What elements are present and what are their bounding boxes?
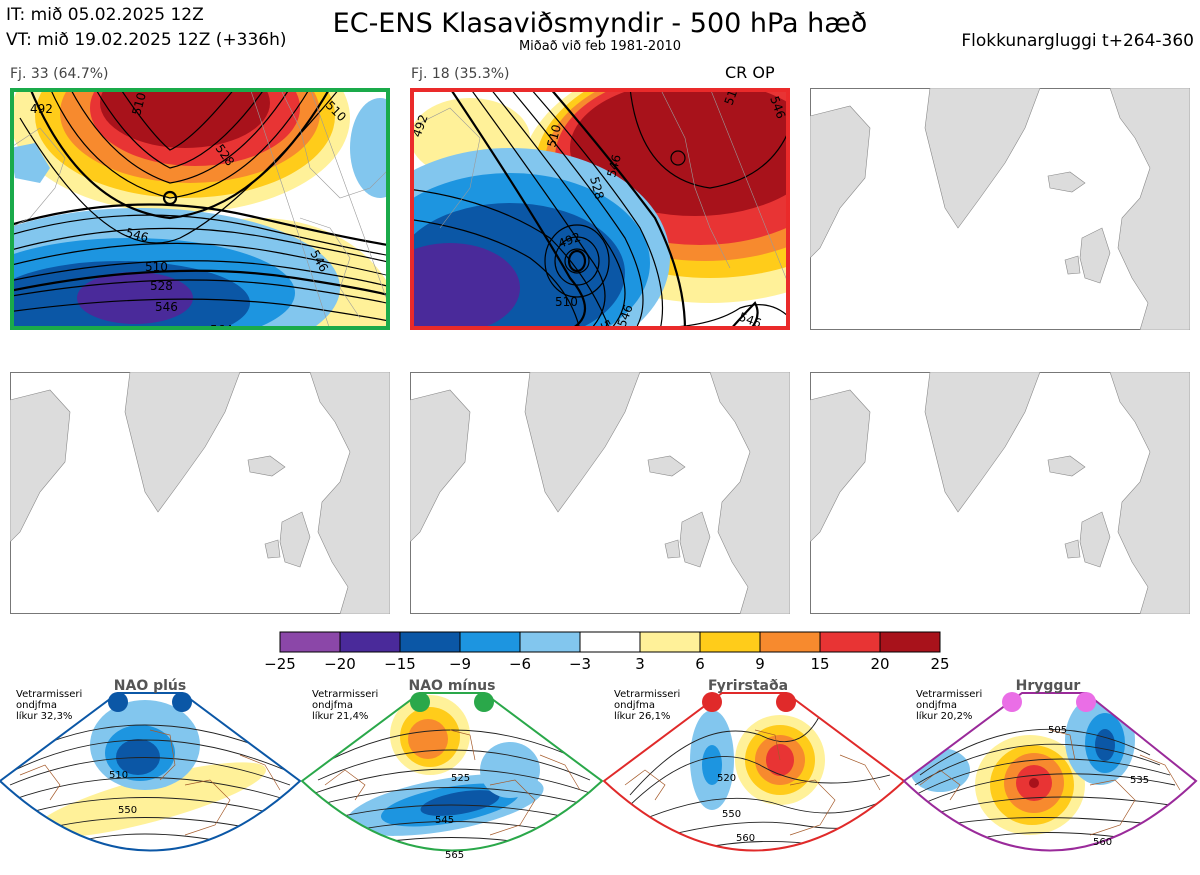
cluster-map-5[interactable]	[410, 372, 790, 614]
contour-label: 510	[555, 295, 578, 309]
regime-info: líkur 32,3%	[16, 710, 72, 722]
colorbar-cell	[279, 631, 341, 653]
regime-info: Vetrarmisseri	[614, 689, 680, 700]
initial-time: IT: mið 05.02.2025 12Z	[6, 5, 204, 25]
colorbar-cell	[459, 631, 521, 653]
contour-label: 546	[737, 310, 763, 330]
contour-label: 510	[109, 770, 128, 781]
contour-label: 520	[717, 773, 736, 784]
regime-info: Vetrarmisseri	[312, 689, 378, 700]
valid-time: VT: mið 19.02.2025 12Z (+336h)	[6, 30, 287, 50]
colorbar-tick-label: −9	[448, 655, 472, 673]
colorbar-tick-label: −15	[384, 655, 416, 673]
contour-label: 546	[155, 300, 178, 314]
contour-label: 560	[736, 833, 755, 844]
contour-label: 546	[604, 153, 623, 179]
contour-label: 550	[722, 809, 741, 820]
contour-label: 492	[30, 102, 53, 116]
colorbar-tick-label: −6	[508, 655, 532, 673]
clustering-window: Flokkunargluggi t+264-360	[961, 31, 1194, 51]
regime-info: ondjfma	[916, 700, 957, 711]
regime-nao-minus-title: NAO mínus	[409, 678, 496, 694]
colorbar-cell	[399, 631, 461, 653]
regime-info: ondjfma	[16, 700, 57, 711]
contour-label: 528	[587, 175, 606, 201]
colorbar-cell	[879, 631, 941, 653]
cluster-map-1[interactable]: 492 510 510 528 546 546 510 528 546 564	[10, 88, 390, 330]
contour-label: 525	[451, 773, 470, 784]
colorbar-tick-label: −25	[264, 655, 296, 673]
regime-strip: NAO plús NAO mínus Fyrirstaða Hryggur Ve…	[0, 675, 1200, 871]
regime-info: líkur 20,2%	[916, 710, 972, 722]
colorbar-tick-label: 20	[870, 655, 890, 673]
colorbar-tick-label: 3	[635, 655, 645, 673]
cluster-map-2[interactable]: 492 510 528 546 510 528 546 492 546 510 …	[410, 88, 790, 330]
colorbar-tick-label: 15	[810, 655, 830, 673]
contour-label: 535	[1130, 775, 1149, 786]
contour-label: 505	[1048, 725, 1067, 736]
colorbar-cell	[759, 631, 821, 653]
colorbar-tick-label: 9	[755, 655, 765, 673]
contour-label: 565	[445, 850, 464, 861]
contour-label: 550	[118, 805, 137, 816]
panel-1-label: Fj. 33 (64.7%)	[10, 66, 109, 82]
contour-label: 510	[129, 91, 148, 117]
colorbar-cell	[339, 631, 401, 653]
colorbar-cell	[519, 631, 581, 653]
contour-label: 528	[150, 279, 173, 293]
control-operational-marker: CR OP	[725, 63, 775, 82]
colorbar-cell	[579, 631, 641, 653]
contour-label: 510	[544, 123, 563, 149]
regime-info: ondjfma	[312, 700, 353, 711]
regime-block-title: Fyrirstaða	[708, 678, 788, 694]
panel-2-label: Fj. 18 (35.3%)	[411, 66, 510, 82]
cluster-map-4[interactable]	[10, 372, 390, 614]
colorbar-cell	[699, 631, 761, 653]
colorbar-cell	[639, 631, 701, 653]
page-title: EC-ENS Klasaviðsmyndir - 500 hPa hæð	[332, 8, 868, 39]
page-subtitle: Miðað við feb 1981-2010	[518, 39, 682, 54]
cluster-map-3[interactable]	[810, 88, 1190, 330]
cluster-map-6[interactable]	[810, 372, 1190, 614]
colorbar-tick-label: 25	[930, 655, 950, 673]
colorbar-tick-label: −3	[568, 655, 592, 673]
contour-label: 546	[124, 225, 150, 244]
contour-label: 510	[145, 260, 168, 274]
colorbar-tick-label: 6	[695, 655, 705, 673]
regime-info: Vetrarmisseri	[16, 689, 82, 700]
regime-info: líkur 26,1%	[614, 710, 670, 722]
regime-info: Vetrarmisseri	[916, 689, 982, 700]
regime-ridge-title: Hryggur	[1016, 678, 1081, 694]
colorbar-cell	[819, 631, 881, 653]
regime-nao-plus-title: NAO plús	[114, 678, 186, 694]
regime-info: ondjfma	[614, 700, 655, 711]
colorbar	[279, 631, 941, 653]
contour-label: 560	[1093, 837, 1112, 848]
contour-label: 545	[435, 815, 454, 826]
colorbar-tick-label: −20	[324, 655, 356, 673]
regime-info: líkur 21,4%	[312, 710, 368, 722]
